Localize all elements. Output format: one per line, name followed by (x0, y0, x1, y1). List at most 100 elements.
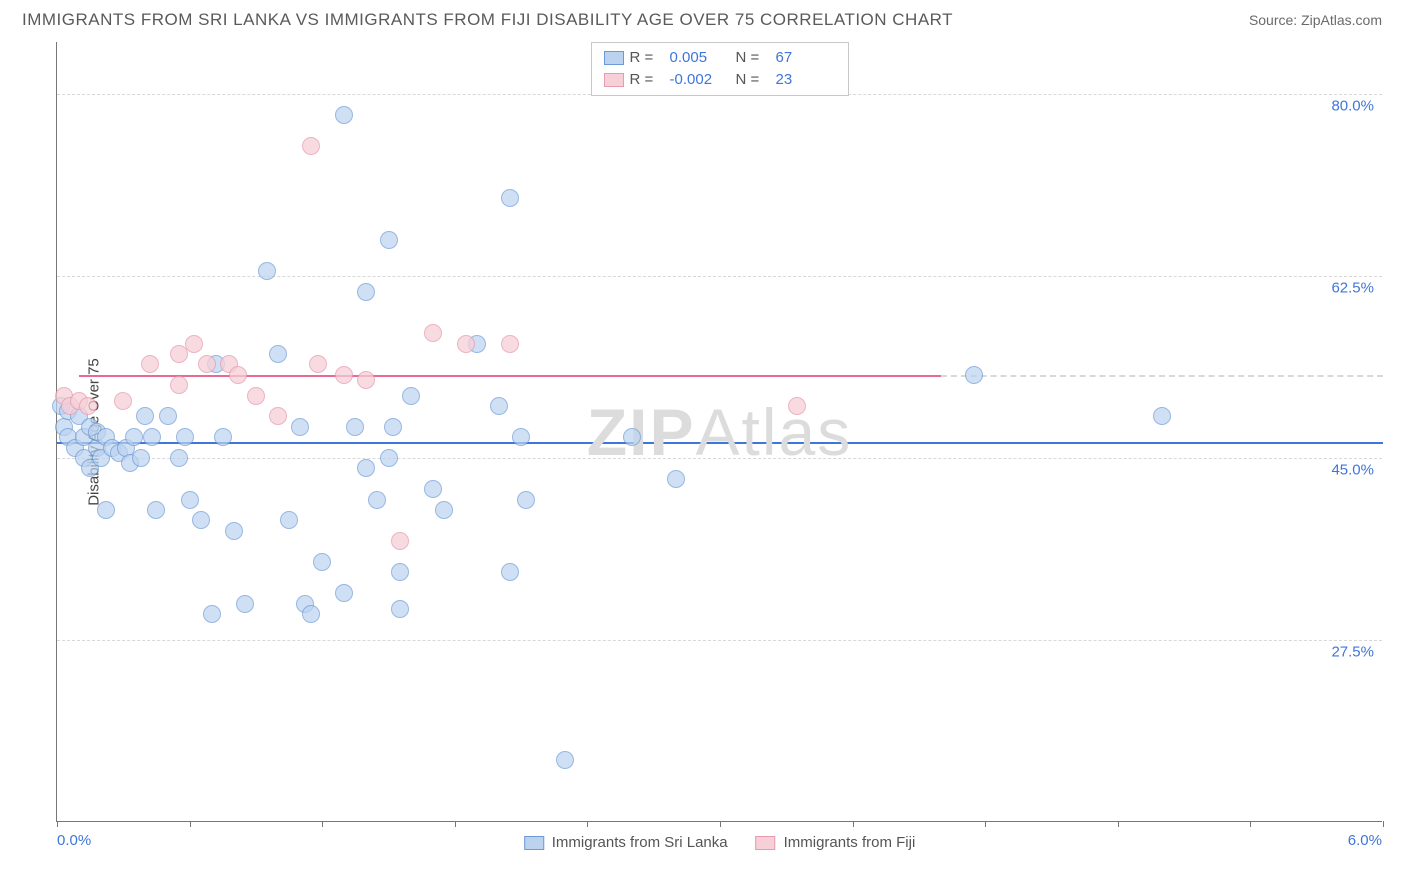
data-point (556, 751, 574, 769)
legend-label-srilanka: Immigrants from Sri Lanka (552, 834, 728, 851)
data-point (214, 428, 232, 446)
swatch-srilanka (604, 51, 624, 65)
r-label: R = (630, 69, 664, 91)
n-value-srilanka: 67 (776, 47, 836, 69)
data-point (512, 428, 530, 446)
data-point (170, 345, 188, 363)
data-point (391, 563, 409, 581)
x-tick (720, 821, 721, 827)
data-point (79, 397, 97, 415)
data-point (192, 511, 210, 529)
y-tick-label: 62.5% (1331, 280, 1374, 297)
x-tick (1118, 821, 1119, 827)
gridline (57, 276, 1382, 277)
data-point (357, 371, 375, 389)
data-point (435, 501, 453, 519)
data-point (517, 491, 535, 509)
legend-label-fiji: Immigrants from Fiji (784, 834, 916, 851)
y-tick-label: 45.0% (1331, 462, 1374, 479)
x-tick (1250, 821, 1251, 827)
data-point (302, 605, 320, 623)
correlation-legend: R = 0.005 N = 67 R = -0.002 N = 23 (591, 42, 849, 96)
plot-area: ZIPAtlas R = 0.005 N = 67 R = -0.002 N =… (56, 42, 1382, 822)
data-point (402, 387, 420, 405)
data-point (391, 600, 409, 618)
data-point (501, 189, 519, 207)
x-tick (853, 821, 854, 827)
r-value-srilanka: 0.005 (670, 47, 730, 69)
data-point (132, 449, 150, 467)
swatch-srilanka-icon (524, 836, 544, 850)
series-legend: Immigrants from Sri Lanka Immigrants fro… (524, 834, 916, 851)
data-point (313, 553, 331, 571)
data-point (302, 137, 320, 155)
data-point (258, 262, 276, 280)
data-point (457, 335, 475, 353)
n-value-fiji: 23 (776, 69, 836, 91)
data-point (501, 563, 519, 581)
data-point (335, 106, 353, 124)
data-point (424, 324, 442, 342)
data-point (965, 366, 983, 384)
data-point (424, 480, 442, 498)
x-tick (587, 821, 588, 827)
data-point (203, 605, 221, 623)
legend-item-fiji: Immigrants from Fiji (756, 834, 916, 851)
x-tick (985, 821, 986, 827)
r-label: R = (630, 47, 664, 69)
x-tick (1383, 821, 1384, 827)
data-point (229, 366, 247, 384)
data-point (667, 470, 685, 488)
data-point (335, 584, 353, 602)
data-point (125, 428, 143, 446)
data-point (236, 595, 254, 613)
data-point (280, 511, 298, 529)
data-point (114, 392, 132, 410)
data-point (269, 407, 287, 425)
source-attribution: Source: ZipAtlas.com (1249, 12, 1382, 28)
x-tick (57, 821, 58, 827)
data-point (490, 397, 508, 415)
data-point (147, 501, 165, 519)
trend-line-extension (941, 375, 1383, 377)
data-point (269, 345, 287, 363)
data-point (788, 397, 806, 415)
x-tick (190, 821, 191, 827)
trend-line (57, 442, 1383, 444)
x-tick (455, 821, 456, 827)
data-point (176, 428, 194, 446)
data-point (291, 418, 309, 436)
y-tick-label: 80.0% (1331, 98, 1374, 115)
correlation-chart: Disability Age Over 75 ZIPAtlas R = 0.00… (20, 42, 1386, 822)
x-tick (322, 821, 323, 827)
data-point (159, 407, 177, 425)
data-point (380, 449, 398, 467)
data-point (368, 491, 386, 509)
data-point (185, 335, 203, 353)
data-point (623, 428, 641, 446)
n-label: N = (736, 47, 770, 69)
legend-row-srilanka: R = 0.005 N = 67 (604, 47, 836, 69)
legend-item-srilanka: Immigrants from Sri Lanka (524, 834, 728, 851)
n-label: N = (736, 69, 770, 91)
swatch-fiji (604, 73, 624, 87)
data-point (501, 335, 519, 353)
x-axis-max-label: 6.0% (1348, 832, 1382, 849)
y-tick-label: 27.5% (1331, 644, 1374, 661)
data-point (143, 428, 161, 446)
gridline (57, 640, 1382, 641)
data-point (225, 522, 243, 540)
data-point (357, 283, 375, 301)
data-point (335, 366, 353, 384)
data-point (141, 355, 159, 373)
data-point (384, 418, 402, 436)
data-point (170, 376, 188, 394)
data-point (1153, 407, 1171, 425)
data-point (391, 532, 409, 550)
chart-title: IMMIGRANTS FROM SRI LANKA VS IMMIGRANTS … (22, 10, 953, 30)
x-axis-min-label: 0.0% (57, 832, 91, 849)
data-point (357, 459, 375, 477)
data-point (198, 355, 216, 373)
data-point (97, 501, 115, 519)
data-point (181, 491, 199, 509)
